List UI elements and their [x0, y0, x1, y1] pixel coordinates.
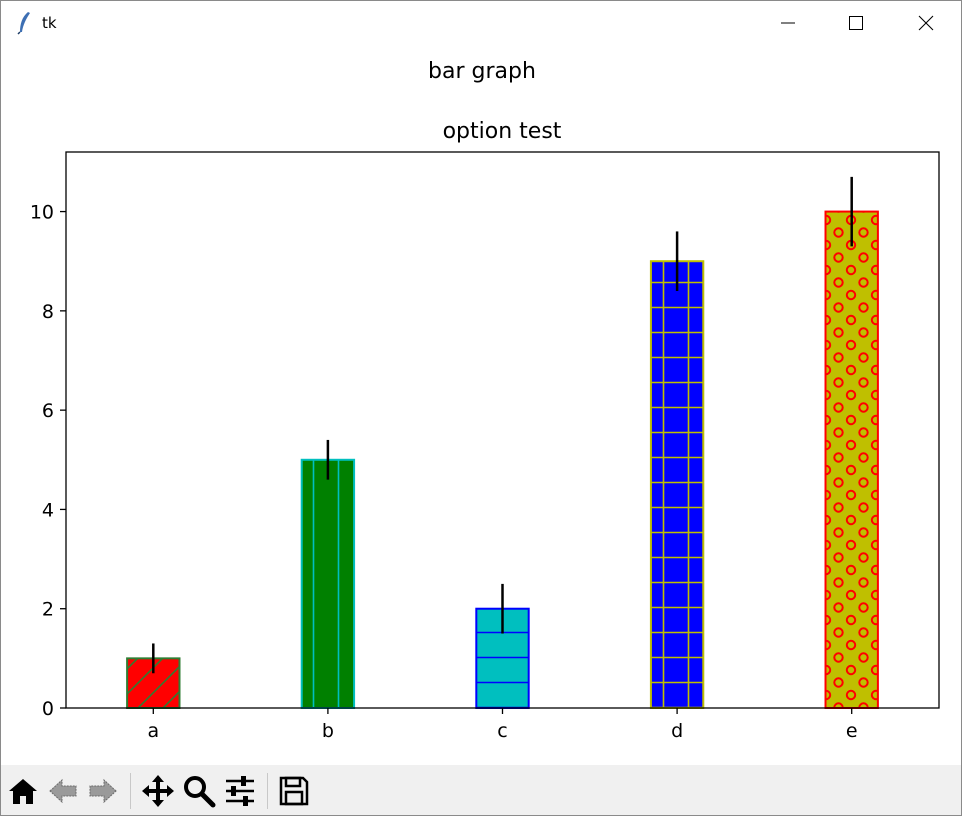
- back-arrow-icon: [49, 778, 77, 804]
- feather-icon: [15, 11, 35, 35]
- bar-b: [300, 458, 356, 709]
- figure-canvas[interactable]: bar graph option test 0 2 4 6 8 10 a b c d e: [1, 45, 961, 765]
- y-tick-label: 8: [42, 301, 54, 323]
- x-tick-label: c: [497, 720, 507, 742]
- y-tick-label: 10: [30, 202, 54, 224]
- sliders-icon: [226, 776, 254, 806]
- back-button[interactable]: [45, 773, 81, 809]
- save-button[interactable]: [276, 773, 312, 809]
- x-tick-label: b: [322, 720, 334, 742]
- navigation-toolbar: [1, 765, 961, 815]
- floppy-disk-icon: [279, 776, 309, 806]
- y-tick-label: 6: [42, 400, 54, 422]
- close-button[interactable]: [891, 1, 961, 45]
- x-tick-label: e: [846, 720, 858, 742]
- configure-subplots-button[interactable]: [222, 773, 258, 809]
- bar-chart: bar graph option test 0 2 4 6 8 10 a b c d e: [30, 59, 940, 742]
- bar-e: [824, 210, 879, 709]
- home-icon: [9, 779, 37, 804]
- forward-arrow-icon: [89, 778, 117, 804]
- maximize-icon: [849, 16, 863, 30]
- toolbar-separator: [130, 773, 131, 809]
- toolbar-separator: [267, 773, 268, 809]
- window-title: tk: [42, 14, 57, 32]
- minimize-icon: [781, 22, 795, 24]
- x-tick-label: d: [671, 720, 683, 742]
- forward-button[interactable]: [85, 773, 121, 809]
- zoom-button[interactable]: [181, 773, 217, 809]
- x-tick-label: a: [147, 720, 159, 742]
- pan-button[interactable]: [140, 773, 176, 809]
- y-tick-label: 0: [42, 698, 54, 720]
- home-button[interactable]: [5, 773, 41, 809]
- y-tick-label: 4: [42, 499, 54, 521]
- magnifier-icon: [184, 776, 216, 808]
- title-bar[interactable]: tk: [1, 1, 961, 45]
- move-icon: [142, 775, 174, 807]
- y-tick-label: 2: [42, 599, 54, 621]
- minimize-button[interactable]: [753, 1, 823, 45]
- close-icon: [918, 15, 934, 31]
- axes-title: option test: [443, 119, 562, 144]
- figure-suptitle: bar graph: [428, 59, 536, 84]
- bar-d: [649, 260, 705, 709]
- maximize-button[interactable]: [821, 1, 891, 45]
